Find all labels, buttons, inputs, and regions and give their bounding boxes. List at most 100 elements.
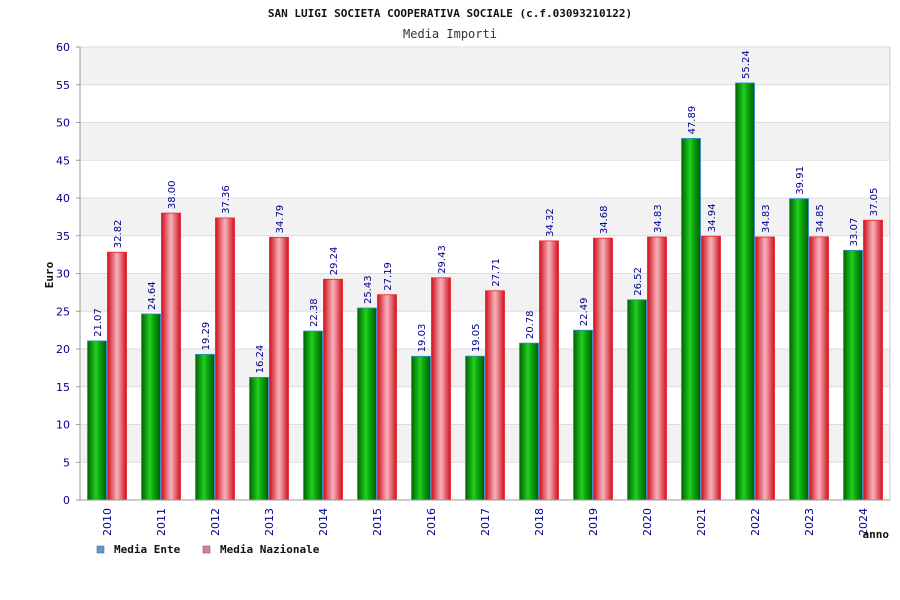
bar-media-ente-2018: [519, 342, 539, 501]
y-tick-label: 60: [56, 41, 70, 54]
chart-title: SAN LUIGI SOCIETA COOPERATIVA SOCIALE (c…: [268, 7, 632, 20]
bar-media-nazionale-2014: [323, 278, 343, 501]
plot-band: [80, 198, 890, 236]
legend-swatch-media-ente: [96, 545, 105, 554]
bar-value-label: 34.83: [653, 204, 664, 233]
bar-media-ente-2016: [411, 355, 431, 501]
plot-band: [80, 273, 890, 312]
x-tick-label: 2015: [371, 508, 384, 536]
y-axis-ticks: 0 5 10 15 20 25 30 35 40 45 50 55 60: [56, 41, 80, 507]
x-tick-label: 2016: [425, 508, 438, 536]
bar-media-nazionale-2020: [647, 236, 667, 501]
bar-media-ente-2017: [465, 355, 485, 501]
bar-value-label: 16.24: [255, 345, 266, 374]
bar-value-labels: 21.07 32.82 24.64 38.00 19.29 37.36 16.24 34.79…: [93, 50, 880, 373]
bar-value-label: 34.68: [599, 206, 610, 235]
chart-subtitle: Media Importi: [403, 27, 497, 41]
bar-value-label: 29.24: [329, 247, 340, 276]
bars: [87, 82, 883, 501]
bar-value-label: 37.36: [221, 185, 232, 214]
bar-media-nazionale-2021: [701, 235, 721, 501]
x-tick-label: 2010: [101, 508, 114, 536]
x-axis-label: anno: [863, 528, 890, 541]
bar-media-ente-2010: [87, 340, 107, 501]
x-tick-label: 2023: [803, 508, 816, 536]
bar-value-label: 38.00: [167, 180, 178, 209]
bar-media-nazionale-2022: [755, 236, 775, 501]
bar-media-nazionale-2018: [539, 240, 559, 501]
bar-media-nazionale-2024: [863, 219, 883, 501]
bar-media-ente-2012: [195, 353, 215, 501]
bar-media-ente-2024: [843, 249, 863, 501]
plot-band: [80, 235, 890, 274]
bar-media-nazionale-2013: [269, 236, 289, 501]
bar-media-nazionale-2015: [377, 294, 397, 501]
bar-value-label: 19.05: [471, 324, 482, 353]
bar-media-ente-2019: [573, 329, 593, 501]
x-tick-label: 2020: [641, 508, 654, 536]
bar-value-label: 21.07: [93, 308, 104, 337]
bar-value-label: 26.52: [633, 267, 644, 296]
bar-media-nazionale-2023: [809, 236, 829, 501]
legend-label-media-ente: Media Ente: [114, 543, 181, 556]
bar-value-label: 22.38: [309, 298, 320, 327]
bar-media-nazionale-2011: [161, 212, 181, 501]
plot-band: [80, 462, 890, 500]
bar-value-label: 55.24: [741, 50, 752, 79]
y-tick-label: 25: [56, 305, 70, 318]
bar-media-nazionale-2017: [485, 290, 505, 501]
plot-band: [80, 47, 890, 85]
bar-value-label: 19.29: [201, 322, 212, 351]
legend-swatch-media-nazionale: [202, 545, 211, 554]
y-tick-label: 50: [56, 117, 70, 130]
x-tick-label: 2014: [317, 508, 330, 536]
x-tick-label: 2018: [533, 508, 546, 536]
bar-value-label: 34.32: [545, 208, 556, 237]
y-tick-label: 40: [56, 192, 70, 205]
x-tick-label: 2021: [695, 508, 708, 536]
bar-media-ente-2020: [627, 299, 647, 501]
bar-value-label: 37.05: [869, 188, 880, 217]
bar-value-label: 34.79: [275, 205, 286, 234]
bar-value-label: 47.89: [687, 106, 698, 135]
y-tick-label: 45: [56, 154, 70, 167]
bar-value-label: 19.03: [417, 324, 428, 353]
x-axis-ticks: 2010 2011 2012 2013 2014 2015 2016 2017 2018 2019…: [101, 508, 870, 536]
bar-value-label: 20.78: [525, 310, 536, 339]
bar-media-ente-2011: [141, 313, 161, 501]
bar-value-label: 34.94: [707, 204, 718, 233]
plot-band: [80, 349, 890, 387]
plot-band: [80, 424, 890, 463]
bar-value-label: 27.19: [383, 262, 394, 291]
legend-label-media-nazionale: Media Nazionale: [220, 543, 320, 556]
bar-media-ente-2014: [303, 330, 323, 501]
bar-value-label: 29.43: [437, 245, 448, 274]
plot-background: [79, 46, 891, 501]
y-tick-label: 30: [56, 268, 70, 281]
bar-value-label: 27.71: [491, 258, 502, 287]
legend: Media Ente Media Nazionale: [96, 543, 320, 556]
plot-band: [80, 84, 890, 123]
x-tick-label: 2017: [479, 508, 492, 536]
x-tick-label: 2019: [587, 508, 600, 536]
y-tick-label: 5: [63, 456, 70, 469]
x-tick-label: 2013: [263, 508, 276, 536]
bar-media-nazionale-2019: [593, 237, 613, 501]
bar-value-label: 34.85: [815, 204, 826, 233]
x-tick-label: 2012: [209, 508, 222, 536]
x-tick-label: 2024: [857, 508, 870, 536]
bar-media-nazionale-2016: [431, 277, 451, 501]
x-tick-label: 2022: [749, 508, 762, 536]
plot-band: [80, 386, 890, 425]
y-tick-label: 10: [56, 419, 70, 432]
bar-media-nazionale-2012: [215, 217, 235, 501]
bar-media-ente-2023: [789, 198, 809, 501]
bar-value-label: 24.64: [147, 281, 158, 310]
bar-value-label: 22.49: [579, 298, 590, 327]
bar-value-label: 39.91: [795, 166, 806, 195]
y-tick-label: 0: [63, 494, 70, 507]
y-tick-label: 35: [56, 230, 70, 243]
bar-value-label: 32.82: [113, 220, 124, 249]
y-axis-label: Euro: [43, 261, 56, 288]
x-tick-label: 2011: [155, 508, 168, 536]
